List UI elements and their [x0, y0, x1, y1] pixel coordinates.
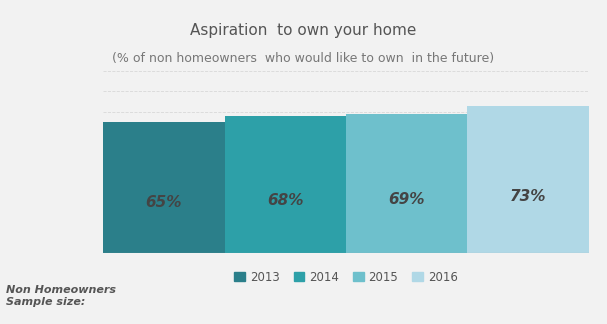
Text: (% of non homeowners  who would like to own  in the future): (% of non homeowners who would like to o… — [112, 52, 495, 65]
Text: 65%: 65% — [146, 195, 182, 210]
Legend: 2013, 2014, 2015, 2016: 2013, 2014, 2015, 2016 — [229, 266, 463, 288]
Text: 68%: 68% — [267, 193, 304, 208]
Text: Non Homeowners
Sample size:: Non Homeowners Sample size: — [6, 285, 116, 307]
Text: 73%: 73% — [510, 189, 546, 204]
Bar — [346, 114, 467, 253]
Bar — [225, 116, 346, 253]
Text: Aspiration  to own your home: Aspiration to own your home — [191, 23, 416, 38]
Text: 69%: 69% — [388, 192, 425, 207]
Bar — [467, 106, 589, 253]
Bar — [103, 122, 225, 253]
